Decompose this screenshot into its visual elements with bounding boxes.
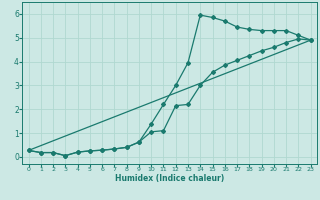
X-axis label: Humidex (Indice chaleur): Humidex (Indice chaleur) <box>115 174 224 183</box>
